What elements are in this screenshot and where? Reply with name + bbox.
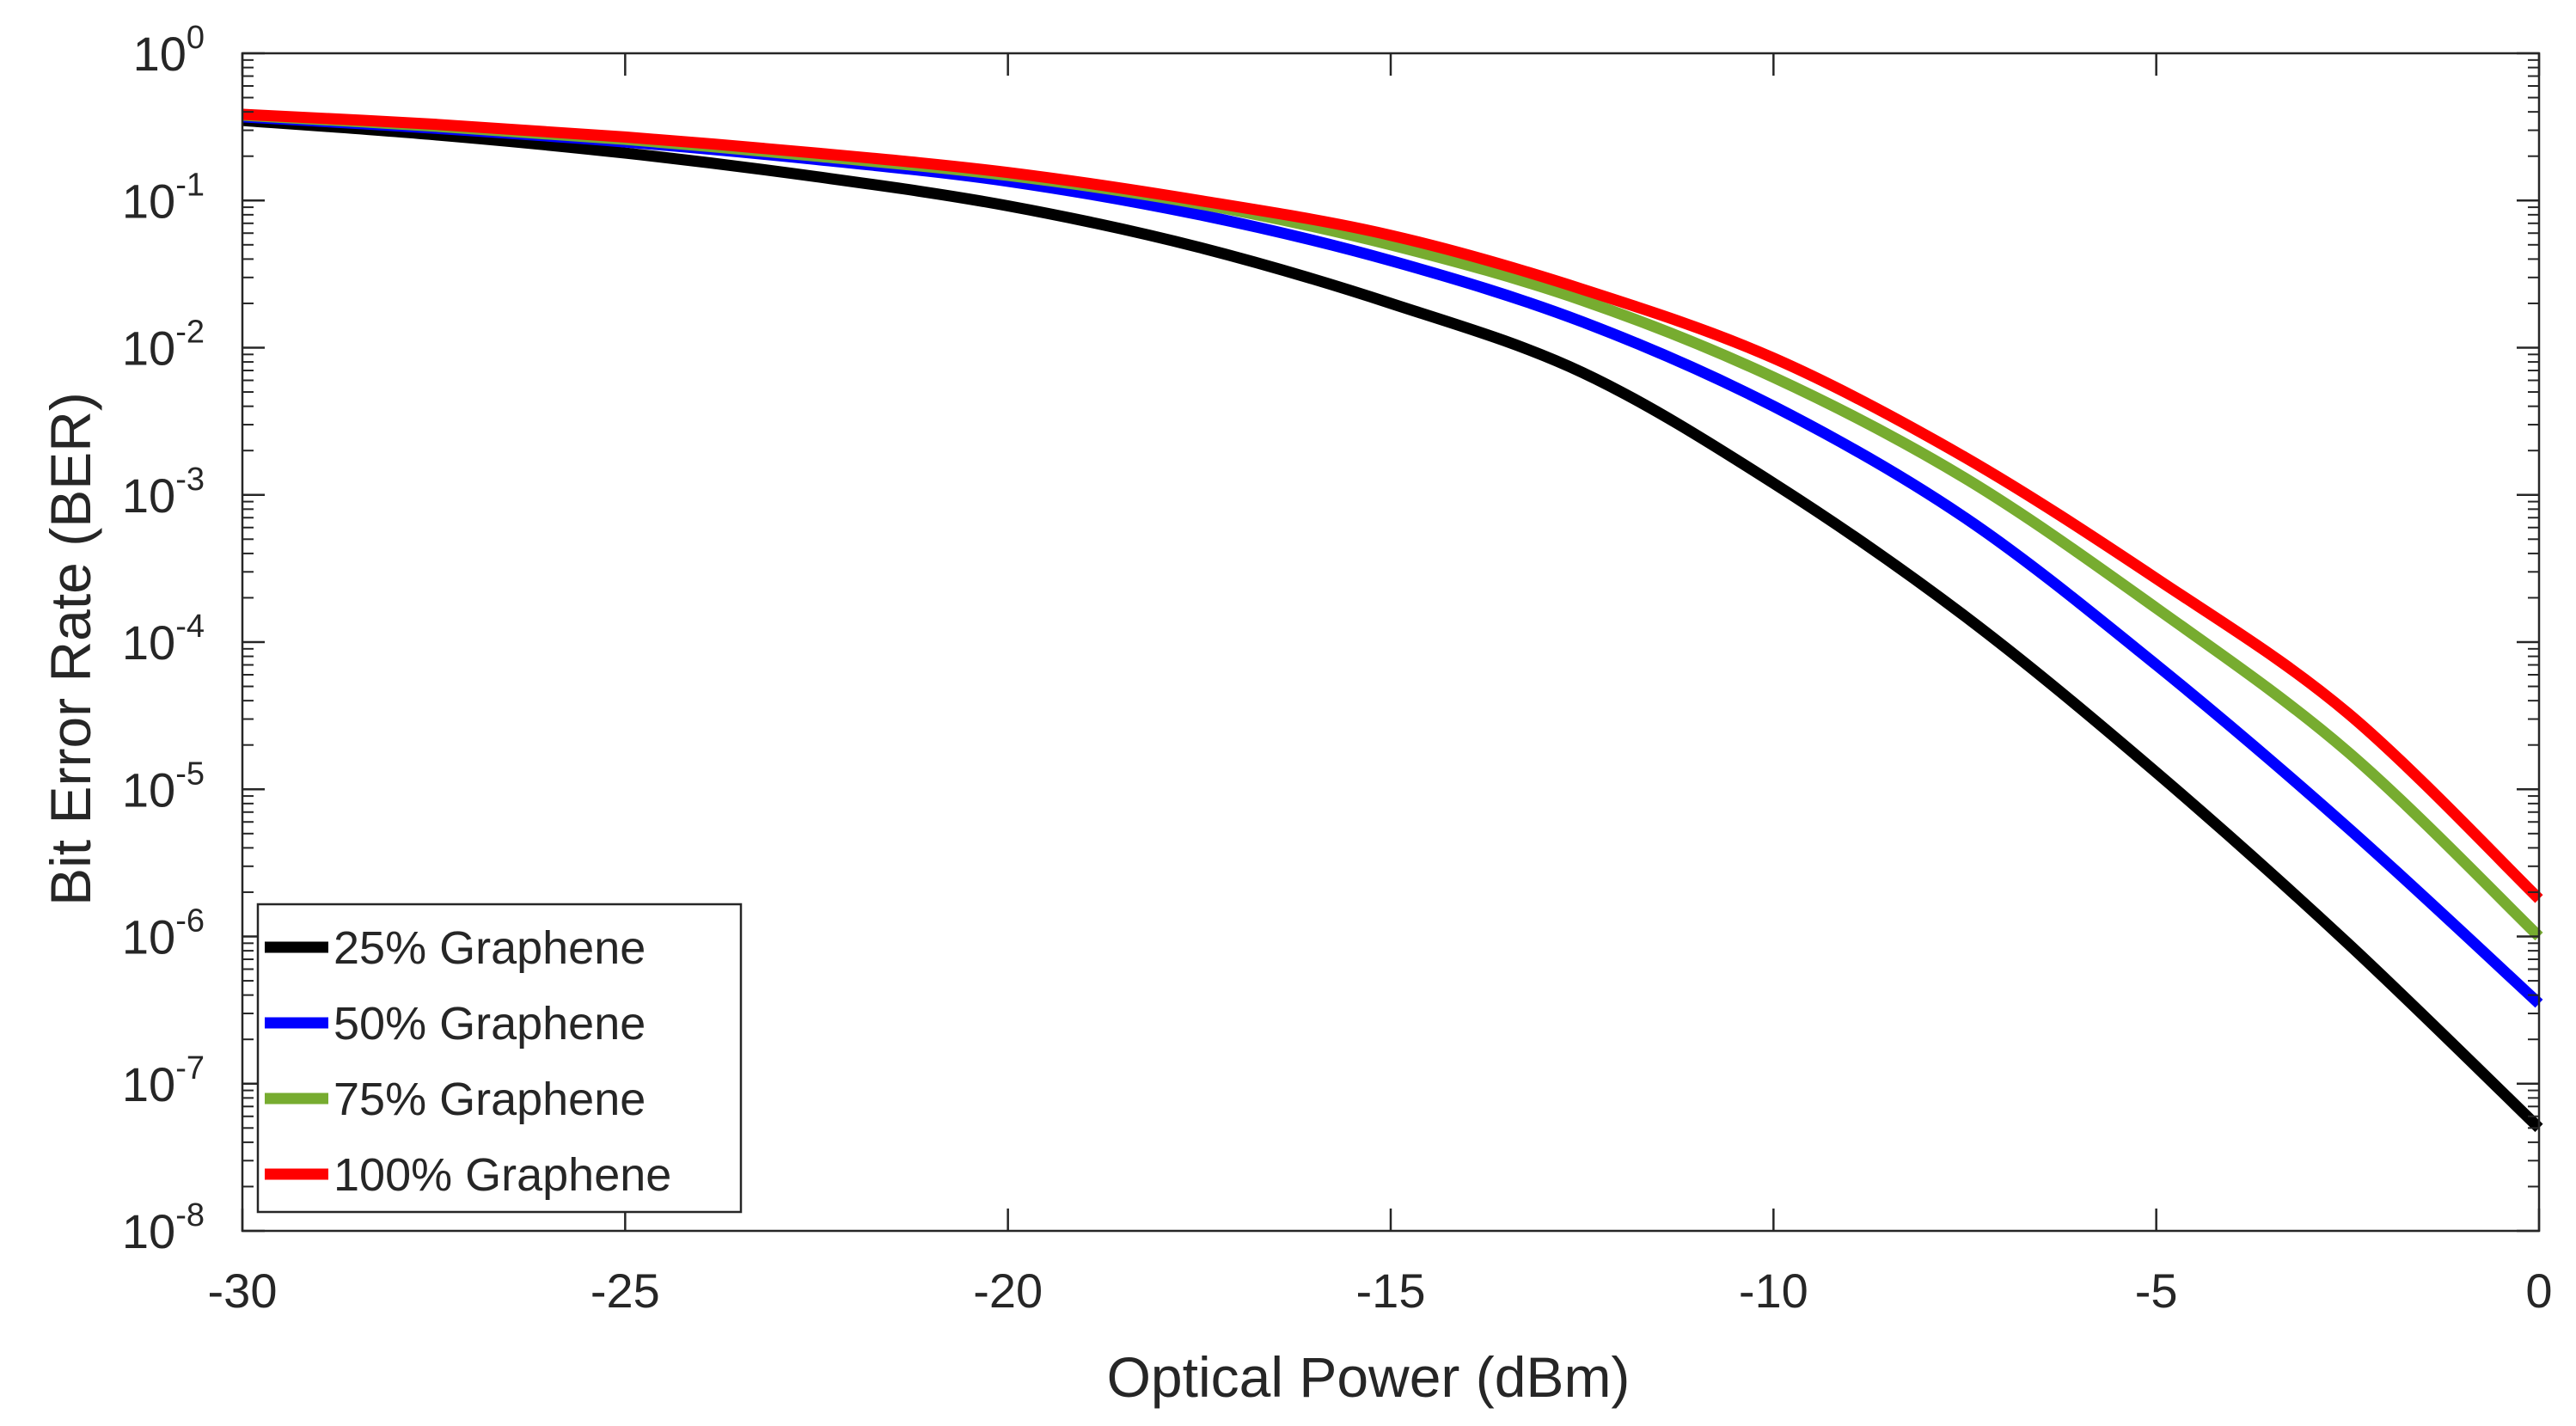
legend: 25% Graphene 50% Graphene 75% Graphene 100%… (256, 903, 743, 1214)
x-tick-label: -20 (973, 1264, 1043, 1318)
y-axis-label: Bit Error Rate (BER) (39, 392, 102, 906)
y-tick-label: 10-5 (122, 756, 205, 817)
series-layer (242, 108, 2543, 1132)
y-tick-label: 10-2 (122, 315, 205, 376)
y-tick-label: 10-7 (122, 1050, 205, 1111)
axes-layer: -30 -25 -20 -15 -10 -5 0 100 10-1 10-2 10-3 10-4 10-… (122, 20, 2553, 1318)
x-tick-label: -15 (1356, 1264, 1426, 1318)
x-tick-label: -10 (1739, 1264, 1808, 1318)
legend-label-1: 25% Graphene (333, 922, 646, 974)
legend-label-2: 50% Graphene (333, 998, 646, 1050)
x-tick-label: -25 (590, 1264, 660, 1318)
y-tick-label: 10-3 (122, 462, 205, 523)
series-line-1 (242, 114, 2543, 1132)
x-tick-label: -30 (208, 1264, 278, 1318)
y-tick-label: 10-6 (122, 903, 205, 964)
legend-label-4: 100% Graphene (333, 1149, 671, 1201)
legend-box (256, 903, 743, 1214)
y-tick-label: 10-8 (122, 1197, 205, 1258)
y-tick-label: 100 (133, 20, 205, 81)
x-axis-label: Optical Power (dBm) (1107, 1345, 1631, 1409)
legend-label-3: 75% Graphene (333, 1074, 646, 1125)
y-tick-label: 10-1 (122, 167, 205, 228)
x-tick-label: -5 (2135, 1264, 2178, 1318)
y-tick-label: 10-4 (122, 609, 205, 670)
series-line-4 (242, 108, 2543, 903)
x-tick-label: 0 (2525, 1264, 2552, 1318)
